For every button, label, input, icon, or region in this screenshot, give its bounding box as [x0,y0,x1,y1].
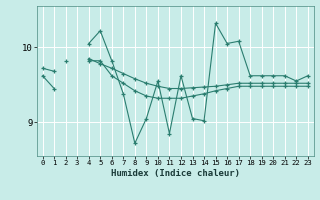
X-axis label: Humidex (Indice chaleur): Humidex (Indice chaleur) [111,169,240,178]
